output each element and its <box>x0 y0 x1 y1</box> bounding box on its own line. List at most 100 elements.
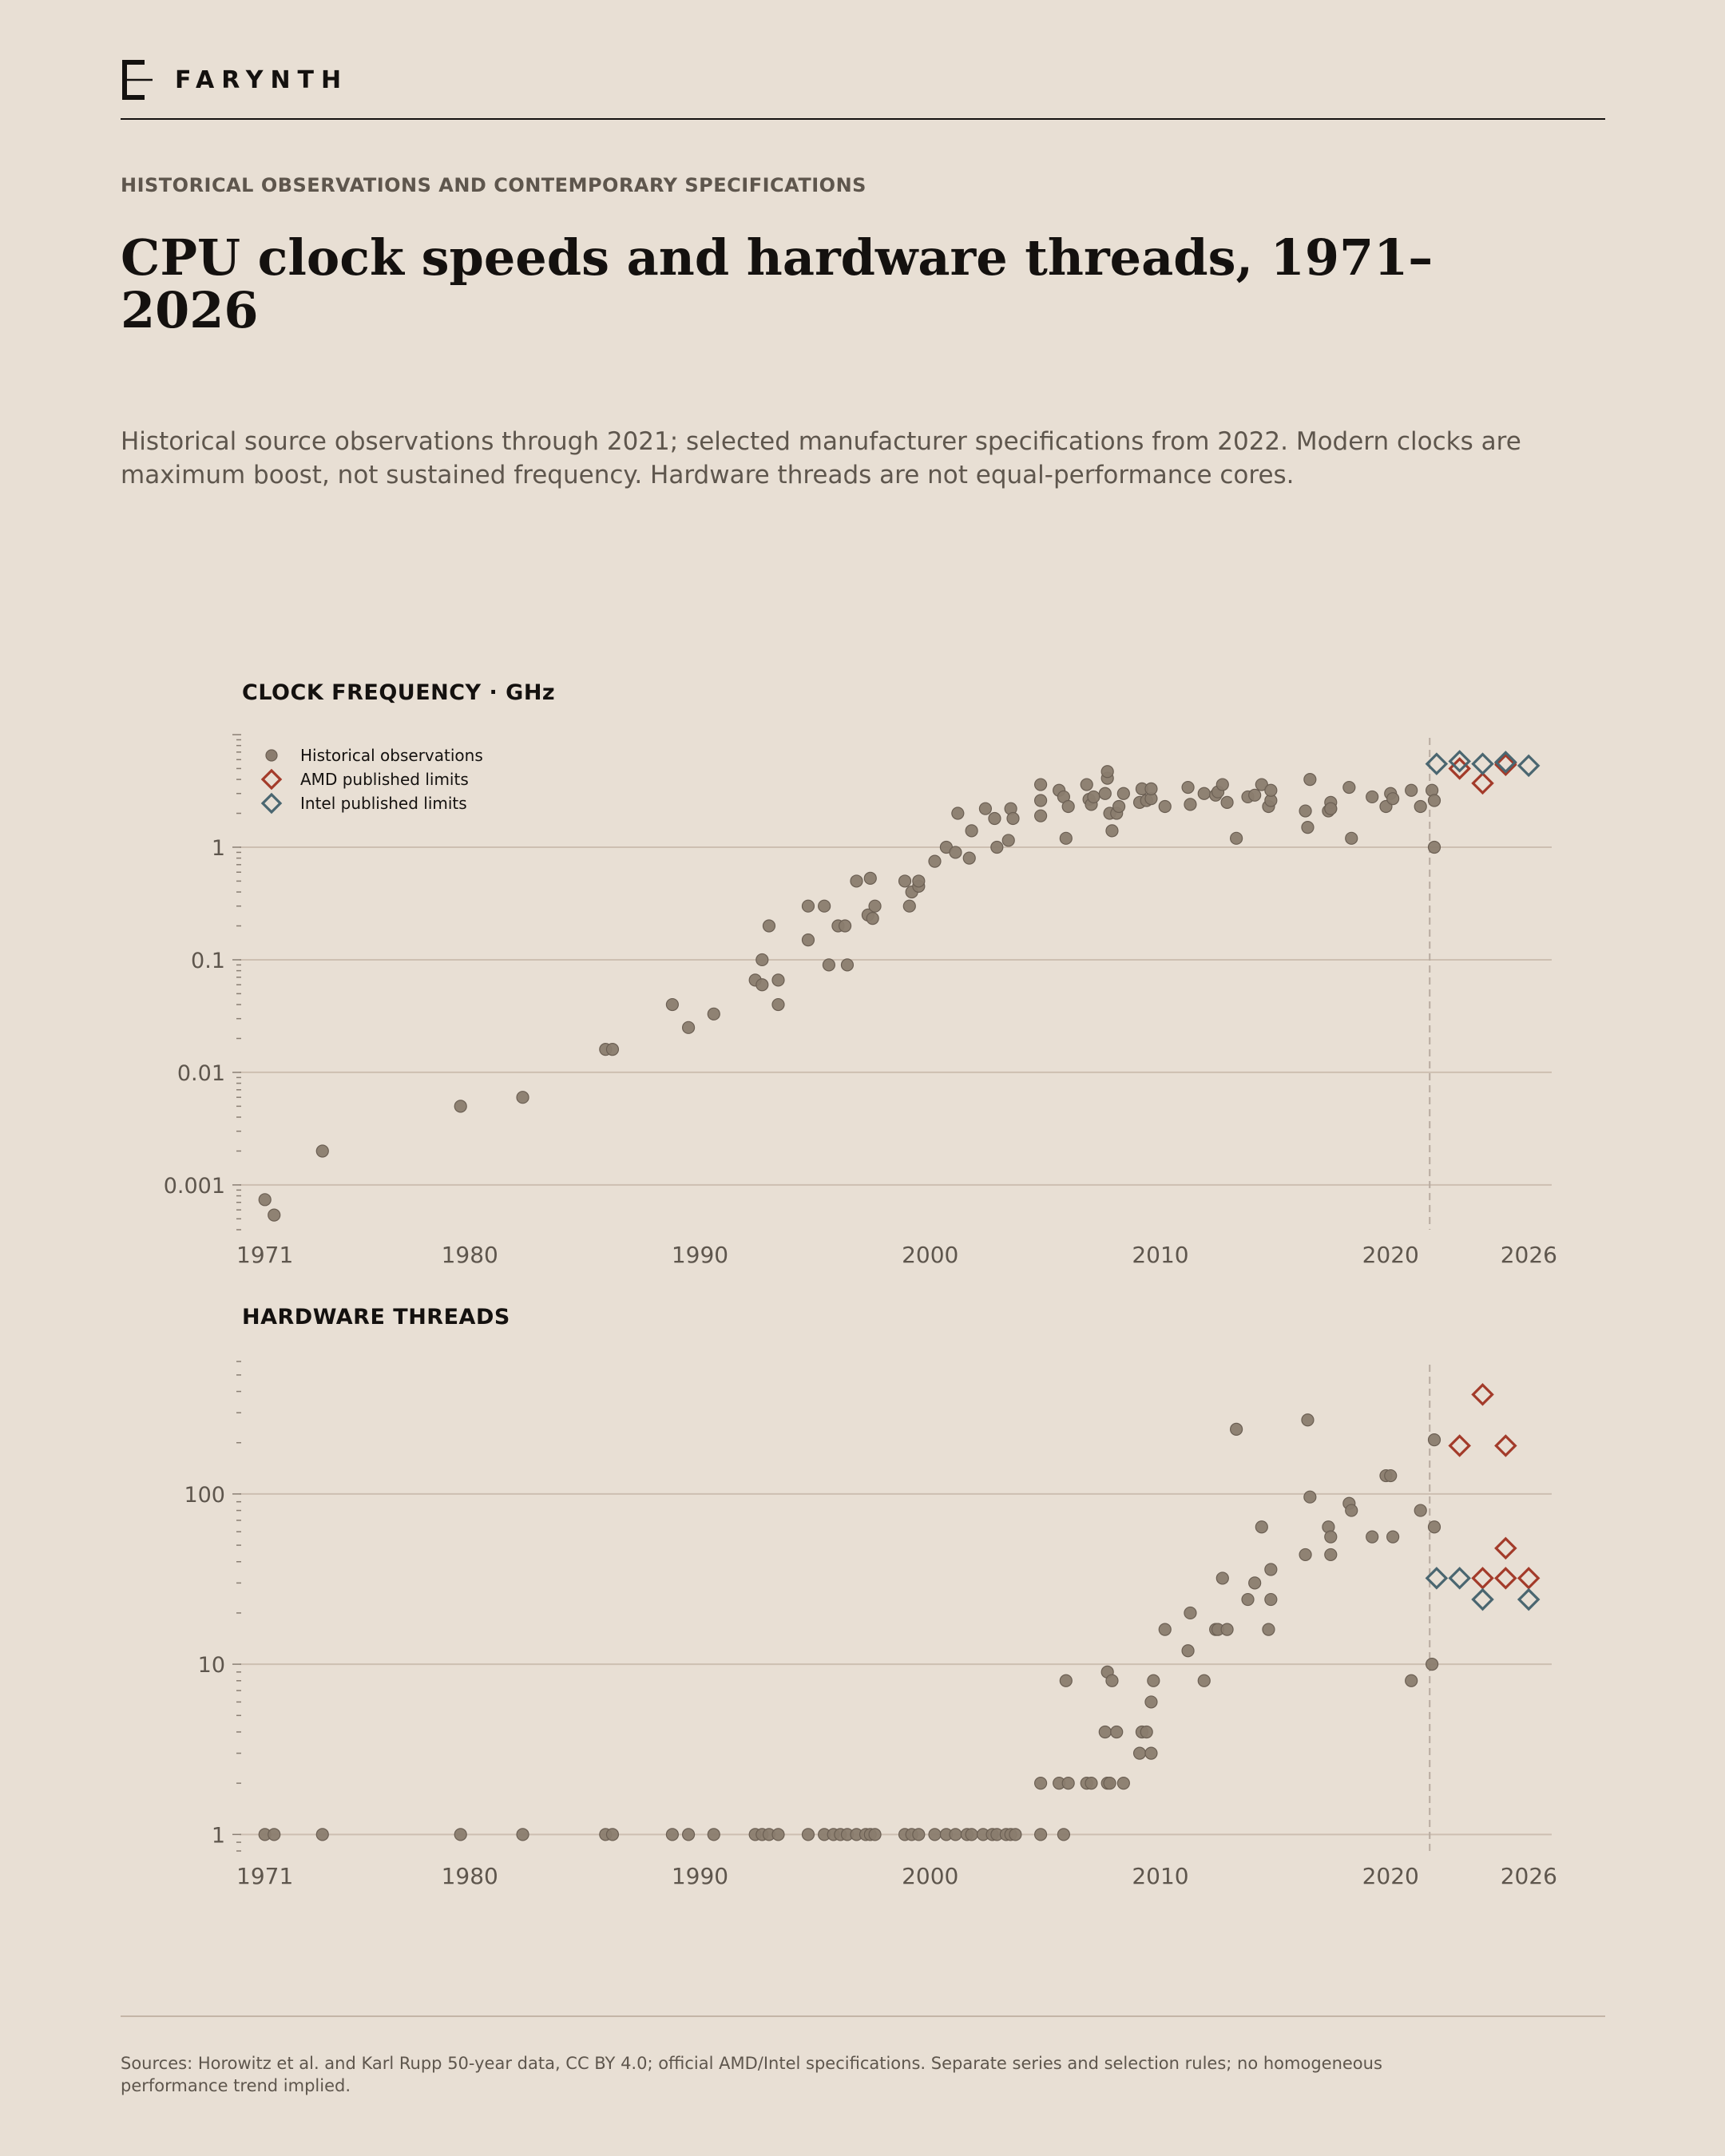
x-tick-label: 1971 <box>236 1863 293 1889</box>
data-point <box>665 1828 680 1841</box>
legend-marker <box>260 792 283 814</box>
data-point <box>838 919 852 933</box>
data-point <box>1255 778 1268 791</box>
y-tick-label: 100 <box>184 1483 225 1508</box>
data-point <box>1033 809 1048 822</box>
data-point <box>1080 778 1093 791</box>
data-point <box>755 978 769 992</box>
page-subtitle: Historical source observations through 2… <box>121 427 1521 489</box>
series-historical-observations <box>258 765 1441 1222</box>
data-point <box>1105 824 1119 838</box>
data-point <box>1426 1658 1439 1671</box>
y-tick-label: 10 <box>198 1653 225 1678</box>
legend-label: Historical observations <box>300 746 483 765</box>
data-point <box>1001 834 1015 847</box>
data-point <box>1427 1520 1441 1534</box>
data-point <box>965 1828 978 1841</box>
data-point <box>1471 1567 1494 1590</box>
brand: FARYNTH <box>121 56 348 104</box>
x-tick-label: 2000 <box>902 1863 958 1889</box>
data-point <box>951 807 965 820</box>
data-point <box>1264 1563 1278 1576</box>
data-point <box>1494 751 1517 774</box>
data-point <box>1059 831 1073 845</box>
data-point <box>454 1100 467 1113</box>
data-point <box>898 874 912 888</box>
data-point <box>1366 1530 1379 1544</box>
data-point <box>1299 1548 1312 1562</box>
data-point <box>1059 1674 1073 1687</box>
data-point <box>516 1091 529 1104</box>
data-point <box>1098 1725 1112 1739</box>
y-tick-label: 1 <box>212 836 225 861</box>
data-point <box>1116 787 1130 800</box>
data-point <box>1405 1674 1418 1687</box>
data-point <box>1324 1530 1338 1544</box>
data-point <box>1144 782 1158 795</box>
data-point <box>1215 1571 1229 1585</box>
x-tick-label: 1980 <box>442 1863 498 1889</box>
data-point <box>1262 1623 1275 1636</box>
data-point <box>1110 1725 1124 1739</box>
data-point <box>1220 1623 1234 1636</box>
data-point <box>801 1828 815 1841</box>
data-point <box>771 973 785 987</box>
data-point <box>1147 1674 1160 1687</box>
page-title: CPU clock speeds and hardware threads, 1… <box>121 228 1434 339</box>
data-point <box>315 1144 329 1158</box>
data-point <box>258 1193 272 1207</box>
data-point <box>912 1828 926 1841</box>
data-point <box>1448 1434 1471 1457</box>
chart-legend: Historical observations AMD published lim… <box>260 746 483 814</box>
data-point <box>1324 802 1338 815</box>
data-point <box>1427 794 1441 807</box>
brand-name: FARYNTH <box>175 65 349 94</box>
data-point <box>1342 780 1356 795</box>
series-intel-published-limits <box>1425 750 1541 778</box>
data-point <box>978 802 993 815</box>
data-point <box>1197 1674 1211 1687</box>
chart-title: HARDWARE THREADS <box>242 1305 510 1330</box>
data-point <box>1103 1777 1116 1790</box>
data-point <box>1184 1606 1197 1620</box>
x-tick-label: 2000 <box>902 1242 958 1268</box>
data-point <box>1517 1587 1541 1611</box>
data-point <box>822 958 836 972</box>
data-point <box>1248 1576 1262 1590</box>
x-tick-label: 2010 <box>1132 1242 1188 1268</box>
data-point <box>1230 831 1243 845</box>
x-tick-label: 2026 <box>1501 1863 1557 1889</box>
data-point <box>1264 783 1278 797</box>
x-tick-label: 2010 <box>1132 1863 1188 1889</box>
data-point <box>1140 1725 1153 1739</box>
data-point <box>1414 1504 1427 1517</box>
brand-logo-icon <box>122 60 153 100</box>
data-point <box>962 851 976 865</box>
data-point <box>1471 1587 1494 1611</box>
data-point <box>1427 1433 1441 1447</box>
data-point <box>1144 1695 1158 1709</box>
x-tick-label: 2026 <box>1501 1242 1557 1268</box>
data-point <box>1006 811 1020 826</box>
data-point <box>1405 783 1418 797</box>
data-point <box>1303 1490 1317 1504</box>
series-intel-published-limits <box>1425 1567 1541 1611</box>
data-point <box>665 997 680 1012</box>
data-point <box>1158 1623 1172 1636</box>
data-point <box>268 1828 281 1841</box>
data-point <box>1098 787 1112 800</box>
data-point <box>1112 799 1126 814</box>
data-point <box>1009 1828 1022 1841</box>
data-point <box>771 997 785 1012</box>
data-point <box>868 1828 882 1841</box>
data-point <box>1241 1592 1255 1607</box>
y-tick-label: 0.001 <box>164 1174 225 1199</box>
data-point <box>1255 1520 1268 1534</box>
footer-rule <box>121 2015 1605 2017</box>
data-point <box>1033 1828 1048 1841</box>
legend-label: Intel published limits <box>300 794 467 813</box>
data-point <box>912 874 926 888</box>
data-point <box>1087 790 1100 804</box>
data-point <box>315 1828 329 1841</box>
legend-marker <box>260 768 283 791</box>
